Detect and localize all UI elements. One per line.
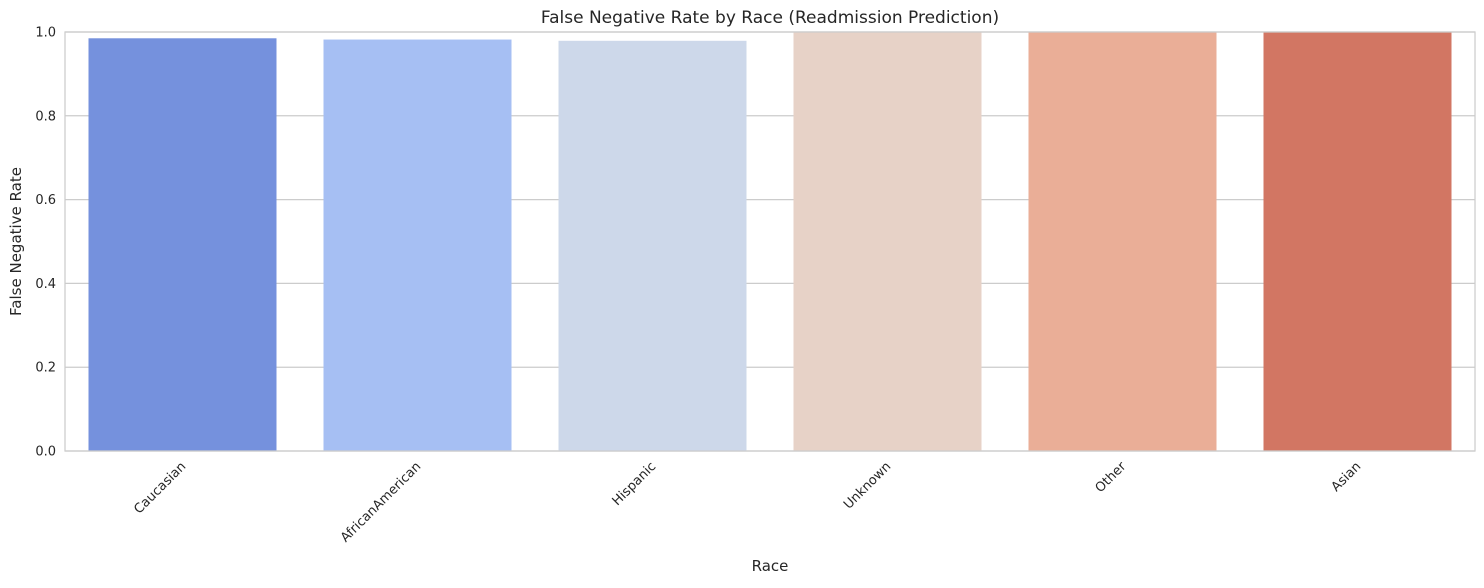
x-axis-title: Race [752,557,789,575]
chart-title: False Negative Rate by Race (Readmission… [541,8,999,28]
bar-other [1028,32,1217,451]
bars [88,32,1452,452]
bar-unknown [793,32,982,451]
x-tick-label: Unknown [841,459,894,512]
x-tick-label: Hispanic [610,459,660,509]
bar-caucasian [88,38,277,451]
x-tick-label: Caucasian [131,459,189,517]
bar-hispanic [558,40,747,451]
x-tick-label: Asian [1329,459,1365,495]
x-tick-labels: Caucasian AfricanAmerican Hispanic Unknown O… [131,459,1364,546]
x-tick-label: Other [1093,459,1130,496]
y-axis-title: False Negative Rate [7,167,25,316]
y-tick-label: 0.4 [35,277,56,292]
y-tick-label: 0.8 [35,109,56,124]
y-tick-label: 0.6 [35,193,56,208]
bar-asian [1263,32,1452,451]
plot-frame [64,31,1476,452]
bar-africanamerican [323,39,512,452]
y-tick-label: 0.0 [35,445,56,460]
y-tick-label: 1.0 [35,26,56,41]
y-tick-labels: 0.0 0.2 0.4 0.6 0.8 1.0 [35,26,56,460]
x-tick-label: AfricanAmerican [338,459,424,545]
y-tick-label: 0.2 [35,361,56,376]
